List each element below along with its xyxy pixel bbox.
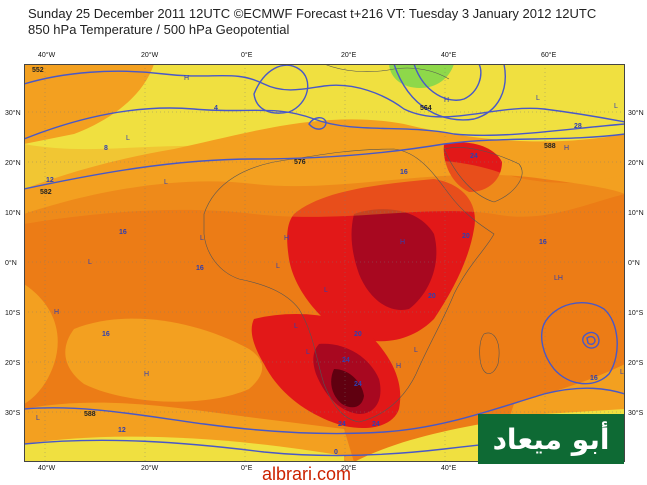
temperature-label: 24	[372, 421, 380, 428]
contour-label: 582	[40, 189, 52, 196]
lat-label-right: 10°S	[628, 310, 644, 317]
pressure-marker: L	[614, 103, 618, 110]
pressure-marker: H	[444, 97, 449, 104]
pressure-marker: H	[144, 371, 149, 378]
lat-label-right: 20°N	[628, 160, 644, 167]
weather-map: 552 582 576 564 588 588 8 4 12 16 16 16 …	[24, 64, 625, 462]
lon-label-bottom: 40°W	[38, 465, 56, 472]
temperature-label: 12	[118, 427, 126, 434]
pressure-marker: LH	[554, 275, 563, 282]
temperature-label: 28	[574, 123, 582, 130]
pressure-marker: L	[200, 235, 204, 242]
lat-label-left: 30°N	[5, 110, 21, 117]
pressure-marker: H	[184, 75, 189, 82]
pressure-marker: L	[324, 287, 328, 294]
coastline-mediterranean	[323, 64, 450, 80]
pressure-marker: L	[306, 349, 310, 356]
lat-label-left: 30°S	[5, 410, 21, 417]
pressure-marker: H	[564, 145, 569, 152]
temperature-label: 0	[334, 449, 338, 456]
contour-label: 552	[32, 67, 44, 74]
lat-label-right: 10°N	[628, 210, 644, 217]
temp-fill-extreme	[331, 369, 364, 408]
coastline-africa	[203, 148, 495, 423]
pressure-marker: L	[536, 95, 540, 102]
lat-label-right: 0°N	[628, 260, 640, 267]
lon-label-top: 60°E	[541, 52, 557, 59]
contour-label: 576	[294, 159, 306, 166]
temperature-label: 16	[102, 331, 110, 338]
temperature-label: 12	[46, 177, 54, 184]
lat-label-left: 0°N	[5, 260, 17, 267]
temp-fill-very-hot	[351, 209, 437, 310]
temperature-label: 24	[342, 357, 350, 364]
lon-label-top: 40°E	[441, 52, 457, 59]
lat-label-right: 20°S	[628, 360, 644, 367]
temperature-label: 20	[462, 233, 470, 240]
temp-fill-south-atlantic	[65, 318, 263, 402]
contour-label: 564	[420, 105, 432, 112]
lat-label-left: 10°S	[5, 310, 21, 317]
pressure-marker: L	[36, 415, 40, 422]
temp-fill-south	[24, 436, 344, 462]
temp-fill-hot-arabia	[443, 142, 502, 192]
pressure-marker: L	[294, 323, 298, 330]
map-frame	[24, 64, 625, 462]
lon-label-bottom: 0°E	[241, 465, 253, 472]
temperature-label: 4	[214, 105, 218, 112]
lon-label-top: 0°E	[241, 52, 253, 59]
temperature-label: 24	[470, 153, 478, 160]
temperature-label: 16	[590, 375, 598, 382]
temperature-label: 16	[539, 239, 547, 246]
temp-fill-north	[24, 64, 625, 189]
lat-label-left: 20°N	[5, 160, 21, 167]
graticule	[24, 64, 625, 462]
lat-label-left: 10°N	[5, 210, 21, 217]
lon-label-top: 20°E	[341, 52, 357, 59]
lon-label-top: 40°W	[38, 52, 56, 59]
lon-label-bottom: 20°W	[141, 465, 159, 472]
pressure-marker: L	[126, 135, 130, 142]
pressure-marker: H	[284, 235, 289, 242]
temperature-label: 24	[338, 421, 346, 428]
pressure-marker: H	[396, 363, 401, 370]
temp-fill-cold-north	[389, 64, 454, 88]
temp-fill-northwest	[24, 64, 154, 144]
temperature-label: 16	[400, 169, 408, 176]
temperature-label: 20	[354, 331, 362, 338]
temperature-label: 16	[196, 265, 204, 272]
contour-label: 588	[84, 411, 96, 418]
temperature-label: 24	[354, 381, 362, 388]
temp-fill-atlantic	[24, 284, 58, 404]
contour-label: 588	[544, 143, 556, 150]
lon-label-top: 20°W	[141, 52, 159, 59]
pressure-marker: H	[400, 239, 405, 246]
forecast-title: Sunday 25 December 2011 12UTC ©ECMWF For…	[28, 6, 597, 21]
coastline-madagascar	[479, 332, 500, 374]
pressure-marker: L	[414, 347, 418, 354]
temperature-label: 16	[119, 229, 127, 236]
pressure-marker: L	[620, 369, 624, 376]
lat-label-right: 30°N	[628, 110, 644, 117]
map-subtitle: 850 hPa Temperature / 500 hPa Geopotenti…	[28, 22, 290, 37]
site-watermark: albrari.com	[262, 464, 352, 484]
pressure-marker: L	[88, 259, 92, 266]
coastline-arabia	[443, 147, 523, 203]
temperature-label: 8	[104, 145, 108, 152]
pressure-marker: H	[54, 309, 59, 316]
lon-label-bottom: 40°E	[441, 465, 457, 472]
temperature-label: 20	[428, 293, 436, 300]
lat-label-left: 20°S	[5, 360, 21, 367]
pressure-marker: L	[276, 263, 280, 270]
lat-label-right: 30°S	[628, 410, 644, 417]
pressure-markers: H L H L L L H L L H H L L L H L L H H LH…	[36, 75, 624, 422]
pressure-marker: L	[164, 179, 168, 186]
lon-label-bottom: 20°E	[341, 465, 357, 472]
site-logo: أبو ميعاد	[478, 414, 624, 464]
